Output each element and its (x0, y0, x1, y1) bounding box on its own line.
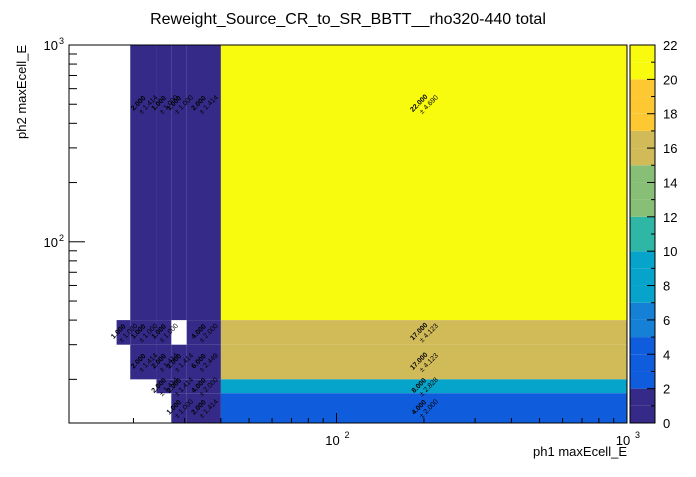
heatmap-cell (186, 320, 221, 345)
z-tick-label: 18 (663, 107, 677, 122)
x-tick-exponent: 2 (344, 430, 349, 440)
y-tick-label: 10 (44, 235, 58, 250)
heatmap-cell (220, 320, 628, 345)
heatmap-cell (186, 379, 221, 394)
x-tick-exponent: 3 (635, 430, 640, 440)
cell-layer (116, 45, 628, 423)
palette-band (630, 388, 655, 406)
heatmap-cell (186, 393, 221, 423)
z-tick-label: 16 (663, 141, 677, 156)
heatmap-cell (156, 379, 172, 394)
palette-band (630, 165, 655, 183)
z-tick-label: 22 (663, 38, 677, 53)
heatmap-cell (220, 344, 628, 380)
x-tick-label: 10 (616, 433, 630, 448)
axis-ticks: 10 2 10 310 210 3 (44, 36, 640, 448)
palette-band (630, 148, 655, 166)
palette-band (630, 96, 655, 114)
z-tick-label: 14 (663, 175, 677, 190)
z-tick-label: 4 (663, 347, 670, 362)
z-tick-label: 6 (663, 313, 670, 328)
palette-band (630, 285, 655, 303)
heatmap-cell (171, 379, 187, 394)
z-tick-label: 20 (663, 72, 677, 87)
heatmap-cell (186, 45, 221, 321)
heatmap-cell (130, 320, 157, 345)
x-tick-label: 10 (325, 433, 339, 448)
heatmap-cell (220, 45, 628, 321)
palette-band (630, 62, 655, 80)
heatmap-cell (156, 320, 172, 345)
heatmap-cell (130, 344, 157, 380)
palette-band (630, 199, 655, 217)
palette-band (630, 302, 655, 320)
z-tick-label: 8 (663, 279, 670, 294)
heatmap-cell (171, 45, 187, 321)
x-axis-label: ph1 maxEcell_E (533, 444, 627, 459)
palette-band (630, 354, 655, 372)
palette-band (630, 113, 655, 131)
palette-band (630, 251, 655, 269)
palette-band (630, 216, 655, 234)
palette-band (630, 268, 655, 286)
palette-band (630, 234, 655, 252)
heatmap-cell (186, 344, 221, 380)
heatmap-cell (116, 320, 131, 345)
heatmap-cell (220, 379, 628, 394)
palette-band (630, 319, 655, 338)
heatmap-cell (171, 344, 187, 380)
z-tick-label: 12 (663, 210, 677, 225)
heatmap-cell (171, 393, 187, 423)
y-tick-label: 10 (44, 38, 58, 53)
z-tick-label: 2 (663, 382, 670, 397)
y-tick-exponent: 3 (59, 36, 64, 46)
palette-band (630, 130, 655, 149)
palette-band (630, 79, 655, 97)
chart-title: Reweight_Source_CR_to_SR_BBTT__rho320-44… (150, 11, 546, 28)
palette-band (630, 45, 655, 63)
color-palette: 0 2 4 6 8 10 12 14 16 18 20 22 (629, 38, 677, 431)
palette-band (630, 182, 655, 200)
plot-frame (68, 44, 628, 424)
palette-band (630, 337, 655, 355)
heatmap-cell (130, 45, 157, 321)
y-axis-label: ph2 maxEcell_E (14, 45, 29, 139)
heatmap-cell (156, 344, 172, 380)
palette-band (630, 405, 655, 423)
z-tick-label: 0 (663, 416, 670, 431)
palette-band (630, 371, 655, 389)
heatmap-cell (156, 45, 172, 321)
y-tick-exponent: 2 (59, 233, 64, 243)
z-tick-label: 10 (663, 244, 677, 259)
